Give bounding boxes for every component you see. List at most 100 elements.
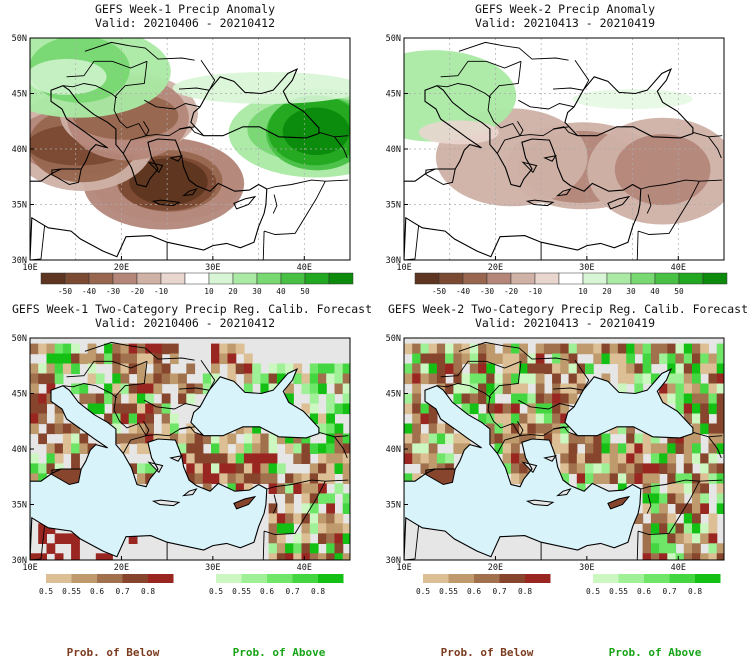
- probability-cell: [535, 403, 545, 415]
- probability-cell: [650, 513, 660, 524]
- y-tick-label: 40N: [386, 445, 401, 455]
- probability-cell: [309, 463, 319, 474]
- probability-cell: [461, 353, 471, 365]
- probability-cell: [301, 443, 311, 454]
- colorbar-label: -50: [432, 287, 446, 296]
- probability-cell: [342, 463, 350, 474]
- probability-cell: [617, 383, 627, 395]
- probability-cell: [659, 343, 668, 355]
- probability-cell: [478, 413, 487, 425]
- probability-cell: [301, 373, 311, 385]
- probability-cell: [593, 473, 603, 484]
- probability-cell: [716, 433, 724, 445]
- probability-cell: [478, 343, 487, 355]
- probability-cell: [38, 373, 47, 385]
- probability-cell: [252, 473, 261, 484]
- probability-cell: [71, 353, 80, 365]
- colorbar-swatch: [618, 574, 644, 583]
- probability-cell: [617, 483, 627, 494]
- probability-cell: [667, 543, 677, 554]
- probability-cell: [445, 363, 454, 375]
- anomaly-contour: [129, 158, 208, 206]
- probability-cell: [46, 543, 56, 554]
- colorbar-swatch: [241, 574, 267, 583]
- probability-cell: [667, 433, 677, 445]
- probability-cell: [276, 513, 286, 524]
- probability-cell: [202, 453, 212, 464]
- probability-cell: [601, 433, 611, 445]
- probability-cell: [511, 423, 520, 435]
- probability-cell: [593, 453, 603, 464]
- probability-cell: [120, 413, 130, 425]
- probability-cell: [137, 463, 146, 474]
- probability-cell: [568, 343, 578, 355]
- probability-cell: [461, 393, 471, 405]
- probability-cell: [568, 363, 578, 375]
- probability-cell: [659, 543, 668, 554]
- probability-cell: [227, 373, 237, 385]
- colorbar-label: 0.7: [285, 587, 299, 596]
- y-tick-label: 45N: [12, 390, 27, 400]
- y-tick-label: 35N: [386, 501, 401, 511]
- probability-cell: [285, 383, 294, 395]
- probability-cell: [617, 343, 627, 355]
- probability-cell: [626, 353, 635, 365]
- probability-cell: [318, 493, 327, 504]
- probability-cell: [211, 353, 220, 365]
- panel-4-colorbars: 0.5 0.55 0.6 0.7 0.8 0.5 0.55 0.6 0.7 0.8: [416, 574, 721, 596]
- probability-cell: [318, 373, 327, 385]
- probability-cell: [112, 343, 122, 355]
- probability-cell: [87, 403, 97, 415]
- probability-cell: [683, 553, 693, 560]
- panel-2-subtitle: Valid: 20210413 - 20210419: [475, 16, 655, 30]
- probability-cell: [153, 403, 163, 415]
- probability-cell: [227, 363, 237, 375]
- probability-cell: [30, 373, 39, 385]
- probability-cell: [112, 363, 122, 375]
- probability-cell: [609, 353, 619, 365]
- probability-cell: [412, 453, 421, 464]
- probability-cell: [683, 403, 693, 415]
- probability-cell: [404, 423, 413, 435]
- panel-3-title: GEFS Week-1 Two-Category Precip Reg. Cal…: [12, 302, 372, 316]
- probability-cell: [268, 513, 278, 524]
- country-borders: [30, 341, 349, 560]
- probability-cell: [71, 363, 80, 375]
- colorbar-label: -50: [58, 287, 72, 296]
- probability-cell: [700, 403, 709, 415]
- probability-cell: [650, 433, 660, 445]
- probability-cell: [667, 553, 677, 560]
- probability-cell: [276, 463, 286, 474]
- probability-cell: [120, 433, 130, 445]
- probability-cell: [334, 483, 344, 494]
- probability-cell: [700, 343, 709, 355]
- probability-cell: [519, 413, 528, 425]
- probability-cell: [285, 443, 294, 454]
- y-tick-label: 40N: [12, 445, 27, 455]
- probability-cell: [412, 403, 421, 415]
- coastlines: [30, 67, 320, 260]
- probability-cell: [675, 523, 685, 534]
- probability-cell: [318, 483, 327, 494]
- probability-cell: [494, 423, 504, 435]
- coastlines: [404, 67, 694, 260]
- probability-cell: [576, 463, 586, 474]
- probability-cell: [186, 453, 196, 464]
- probability-cell: [420, 363, 430, 375]
- probability-cell: [617, 423, 627, 435]
- probability-cell: [38, 403, 47, 415]
- probability-cell: [552, 393, 561, 405]
- probability-cell: [659, 443, 668, 454]
- probability-cell: [276, 533, 286, 544]
- probability-cell: [318, 463, 327, 474]
- probability-cell: [243, 373, 253, 385]
- probability-cell: [568, 443, 578, 454]
- panel-1-title: GEFS Week-1 Precip Anomaly: [95, 2, 275, 16]
- probability-cell: [708, 403, 718, 415]
- probability-cell: [609, 473, 619, 484]
- probability-cell: [617, 373, 627, 385]
- probability-cell: [700, 383, 709, 395]
- probability-cell: [511, 363, 520, 375]
- probability-cell: [293, 543, 303, 554]
- colorbar-label: 20: [602, 287, 612, 296]
